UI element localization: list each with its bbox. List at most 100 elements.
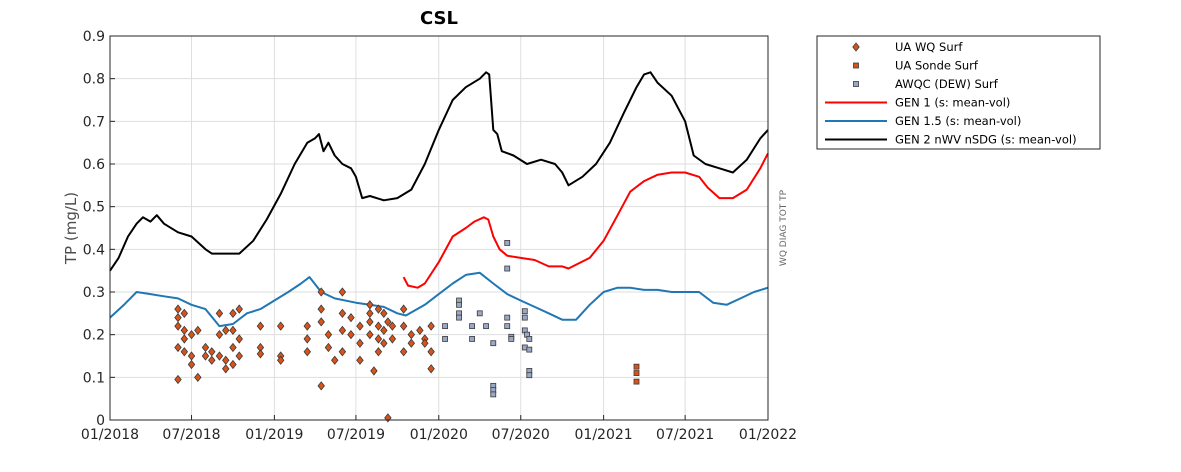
data-point-ua-wq [427, 347, 435, 357]
data-point-ua-wq [180, 308, 189, 318]
data-point-awqc [526, 346, 533, 353]
data-point-ua-wq [303, 347, 311, 357]
side-label: WQ DIAG TOT TP [779, 189, 789, 266]
data-point-ua-wq [416, 325, 424, 336]
data-point-ua-wq [388, 321, 397, 331]
y-tick-label: 0.3 [83, 285, 105, 301]
series-line [109, 271, 769, 328]
legend-box [816, 35, 1101, 150]
x-tick-label: 07/2018 [162, 427, 220, 443]
data-point-ua-wq [347, 330, 355, 340]
data-point-ua-wq [174, 312, 182, 323]
data-point-ua-wq [427, 321, 435, 331]
data-point-ua-wq [366, 308, 374, 318]
data-point-ua-wq [215, 351, 224, 361]
data-point-ua-wq [303, 334, 311, 344]
legend-square-swatch [853, 81, 859, 87]
data-point-ua-wq [338, 325, 347, 336]
data-point-awqc [504, 314, 511, 321]
legend-label: UA WQ Surf [895, 40, 963, 54]
legend-diamond-swatch [852, 42, 860, 52]
data-point-ua-wq [374, 304, 383, 314]
data-point-ua-wq [356, 321, 364, 331]
y-tick-label: 0.9 [83, 29, 105, 45]
data-point-ua-wq [374, 321, 383, 331]
data-point-ua-wq [370, 366, 378, 376]
data-point-awqc [483, 323, 489, 330]
y-tick-label: 0 [96, 413, 105, 429]
data-point-ua-wq [276, 321, 285, 331]
legend-label: GEN 1.5 (s: mean-vol) [895, 114, 1021, 128]
data-point-ua-sonde [633, 378, 640, 385]
data-point-ua-wq [331, 355, 339, 365]
data-point-ua-wq [229, 342, 237, 353]
data-point-ua-wq [399, 321, 408, 331]
data-point-ua-wq [187, 359, 196, 370]
x-tick-label: 07/2019 [327, 427, 385, 443]
data-point-awqc [476, 310, 483, 317]
data-point-ua-wq [229, 308, 237, 318]
data-point-ua-wq [407, 330, 416, 340]
data-point-ua-wq [222, 364, 230, 374]
data-point-awqc [504, 240, 511, 246]
y-axis-label: TP (mg/L) [62, 192, 80, 265]
legend-label: GEN 2 nWV nSDG (s: mean-vol) [895, 133, 1077, 147]
data-point-ua-wq [374, 347, 383, 357]
y-tick-label: 0.5 [83, 200, 105, 216]
x-tick-label: 01/2018 [81, 427, 139, 443]
data-point-awqc [521, 308, 528, 315]
data-point-ua-wq [235, 351, 243, 361]
data-point-ua-wq [303, 321, 311, 331]
legend-label: UA Sonde Surf [895, 59, 979, 73]
data-point-ua-wq [317, 317, 325, 327]
series-line [109, 71, 769, 272]
data-point-ua-wq [208, 355, 216, 365]
data-point-ua-wq [388, 334, 397, 344]
series-line [402, 152, 769, 289]
data-point-awqc [526, 372, 533, 379]
data-point-awqc [504, 323, 511, 330]
x-tick-label: 01/2022 [739, 427, 797, 443]
data-point-ua-wq [317, 304, 325, 314]
data-point-ua-wq [399, 304, 408, 314]
legend-label: GEN 1 (s: mean-vol) [895, 96, 1010, 110]
data-point-ua-wq [366, 300, 374, 310]
legend: UA WQ Surf UA Sonde Surf AWQC (DEW) Surf GE… [816, 35, 1101, 150]
data-point-ua-wq [174, 374, 182, 385]
data-point-ua-wq [174, 342, 182, 353]
data-point-ua-wq [338, 347, 347, 357]
data-point-ua-wq [174, 321, 182, 331]
data-point-ua-wq [187, 351, 196, 361]
data-point-ua-sonde [633, 363, 640, 370]
x-tick-label: 01/2021 [575, 427, 633, 443]
data-point-ua-sonde [633, 370, 640, 376]
data-point-ua-wq [380, 325, 388, 336]
data-point-ua-wq [235, 304, 243, 314]
data-point-ua-wq [407, 338, 416, 348]
data-point-ua-wq [222, 325, 230, 336]
data-point-ua-wq [276, 355, 285, 365]
data-point-awqc [469, 323, 476, 330]
y-axis-ticks: 0 0.1 0.2 0.3 0.4 0.5 0.6 0.7 0.8 0.9 [83, 29, 115, 429]
data-point-ua-wq [201, 351, 210, 361]
data-point-ua-wq [317, 381, 325, 391]
data-point-ua-wq [208, 347, 216, 357]
model-lines [109, 71, 769, 328]
data-point-ua-wq [366, 317, 374, 327]
legend-square-swatch [853, 62, 859, 69]
y-tick-label: 0.6 [83, 157, 105, 173]
y-tick-label: 0.4 [83, 242, 105, 258]
data-point-awqc [508, 336, 515, 342]
observation-markers [174, 240, 640, 423]
data-point-awqc [442, 336, 448, 342]
legend-label: AWQC (DEW) Surf [895, 77, 999, 91]
data-point-ua-wq [229, 359, 237, 370]
data-point-ua-wq [324, 330, 333, 340]
data-point-ua-wq [347, 312, 355, 323]
x-tick-label: 01/2019 [245, 427, 303, 443]
x-tick-label: 07/2021 [656, 427, 714, 443]
y-tick-label: 0.2 [83, 328, 105, 344]
data-point-awqc [504, 265, 511, 272]
data-point-awqc [490, 340, 497, 347]
